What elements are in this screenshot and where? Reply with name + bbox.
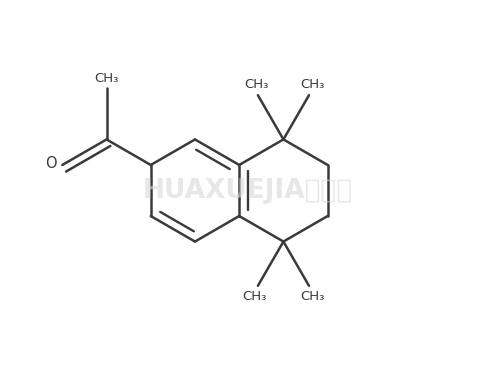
- Text: CH₃: CH₃: [300, 290, 324, 303]
- Text: CH₃: CH₃: [244, 78, 268, 91]
- Text: CH₃: CH₃: [300, 78, 324, 91]
- Text: HUAXUEJIA化学加: HUAXUEJIA化学加: [143, 178, 352, 203]
- Text: CH₃: CH₃: [243, 290, 267, 303]
- Text: CH₃: CH₃: [95, 72, 119, 85]
- Text: O: O: [45, 155, 56, 171]
